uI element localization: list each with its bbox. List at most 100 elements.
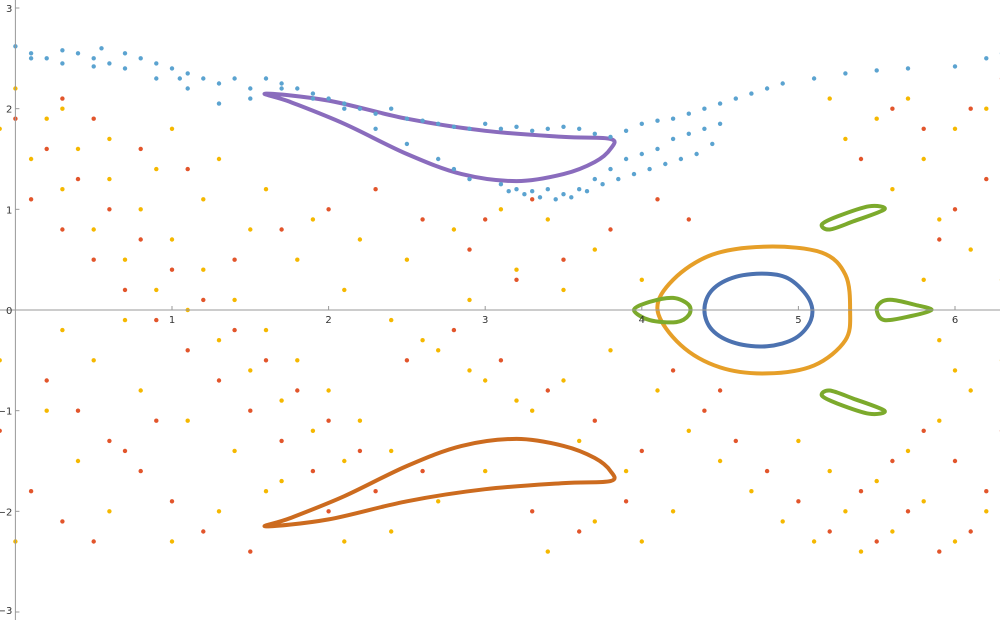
scatter-point-9-33: [436, 348, 441, 353]
scatter-point-10-62: [984, 176, 989, 182]
scatter-point-9-58: [514, 398, 519, 403]
scatter-point-8-3: [44, 56, 49, 61]
scatter-point-8-10: [138, 56, 143, 61]
scatter-point-9-10: [310, 428, 316, 433]
scatter-point-10-5: [169, 267, 175, 272]
scatter-point-8-22: [310, 91, 316, 96]
scatter-point-10-47: [764, 468, 770, 474]
scatter-point-9-110: [357, 237, 363, 242]
scatter-point-8-65: [577, 187, 582, 192]
scatter-point-10-80: [154, 418, 159, 423]
scatter-point-10-79: [122, 448, 128, 454]
scatter-point-9-16: [169, 237, 175, 242]
scatter-point-8-9: [122, 51, 128, 56]
scatter-point-10-64: [921, 126, 926, 131]
scatter-point-8-27: [389, 106, 394, 111]
scatter-point-9-107: [561, 287, 566, 293]
scatter-point-9-12: [44, 116, 49, 121]
scatter-point-9-38: [91, 358, 96, 363]
scatter-point-8-55: [874, 68, 879, 73]
scatter-point-8-61: [514, 187, 519, 192]
scatter-point-8-13: [177, 76, 182, 81]
scatter-point-9-63: [717, 458, 723, 464]
scatter-point-10-82: [279, 227, 284, 232]
scatter-point-10-23: [75, 408, 81, 413]
scatter-point-9-41: [232, 448, 237, 454]
scatter-point-9-40: [185, 418, 190, 423]
scatter-point-10-87: [60, 96, 65, 101]
scatter-point-8-50: [749, 91, 754, 96]
scatter-point-8-52: [780, 81, 785, 86]
scatter-point-10-73: [420, 468, 425, 474]
x-tick-label-4: 4: [639, 315, 645, 326]
scatter-point-9-20: [295, 358, 300, 363]
scatter-series-10: [0, 77, 1000, 554]
scatter-point-8-80: [342, 106, 347, 111]
scatter-point-9-42: [279, 478, 284, 484]
scatter-point-10-61: [952, 207, 958, 212]
scatter-point-9-71: [968, 388, 973, 393]
scatter-point-8-46: [686, 111, 691, 116]
y-tick-label--2: −2: [0, 507, 12, 518]
scatter-point-10-76: [623, 499, 629, 504]
scatter-point-8-42: [623, 128, 629, 133]
scatter-point-9-13: [75, 146, 81, 152]
scatter-point-8-68: [623, 156, 629, 162]
scatter-point-9-9: [279, 398, 284, 403]
scatter-point-8-23: [326, 96, 331, 101]
scatter-point-9-35: [530, 408, 535, 413]
scatter-point-10-6: [201, 297, 206, 303]
scatter-point-8-21: [295, 86, 300, 91]
scatter-point-8-78: [404, 141, 410, 147]
scatter-point-10-41: [545, 388, 550, 393]
scatter-point-8-60: [498, 182, 504, 187]
y-tick-label--1: −1: [0, 407, 12, 418]
scatter-point-10-77: [201, 529, 206, 534]
scatter-point-10-52: [921, 428, 926, 433]
scatter-point-10-9: [295, 388, 300, 393]
scatter-point-8-70: [655, 146, 660, 152]
x-tick-label-6: 6: [952, 315, 958, 326]
x-tick-label-5: 5: [795, 315, 801, 326]
scatter-point-10-85: [138, 146, 143, 152]
scatter-point-8-58: [984, 56, 989, 61]
scatter-point-9-65: [780, 519, 785, 524]
scatter-point-9-17: [201, 267, 206, 272]
scatter-point-8-43: [639, 121, 644, 127]
scatter-point-9-77: [890, 529, 895, 534]
orbit-curve-3: [874, 297, 934, 323]
scatter-point-9-14: [107, 176, 112, 182]
scatter-point-8-73: [702, 126, 707, 131]
scatter-point-8-91: [710, 141, 715, 147]
scatter-point-8-32: [467, 126, 472, 131]
scatter-point-8-2: [28, 51, 34, 56]
scatter-point-8-37: [545, 126, 550, 131]
scatter-point-9-105: [952, 368, 958, 373]
scatter-point-9-90: [874, 116, 879, 121]
scatter-point-8-38: [561, 124, 566, 129]
scatter-point-8-96: [631, 171, 637, 177]
scatter-point-10-44: [670, 368, 676, 373]
scatter-point-8-67: [608, 166, 613, 172]
scatter-point-9-91: [843, 136, 848, 142]
scatter-point-8-101: [553, 197, 558, 202]
scatter-point-8-64: [561, 192, 566, 197]
orbit-curve-5: [819, 388, 887, 417]
scatter-point-10-88: [483, 217, 488, 222]
scatter-point-10-1: [44, 146, 49, 152]
scatter-point-8-75: [467, 176, 472, 182]
scatter-point-9-31: [342, 287, 347, 293]
scatter-point-8-8: [107, 61, 112, 66]
scatter-point-10-46: [733, 438, 738, 444]
scatter-point-9-21: [326, 388, 331, 393]
scatter-point-8-35: [514, 124, 519, 129]
scatter-point-8-24: [342, 101, 347, 106]
x-axis-ticks: 1 2 3 4 5 6: [169, 306, 958, 326]
scatter-point-9-83: [952, 126, 958, 131]
scatter-point-10-78: [248, 549, 253, 554]
y-tick-label-0: 0: [6, 306, 12, 317]
scatter-point-8-48: [717, 101, 723, 106]
scatter-point-10-81: [232, 257, 237, 262]
scatter-point-9-100: [670, 509, 676, 514]
